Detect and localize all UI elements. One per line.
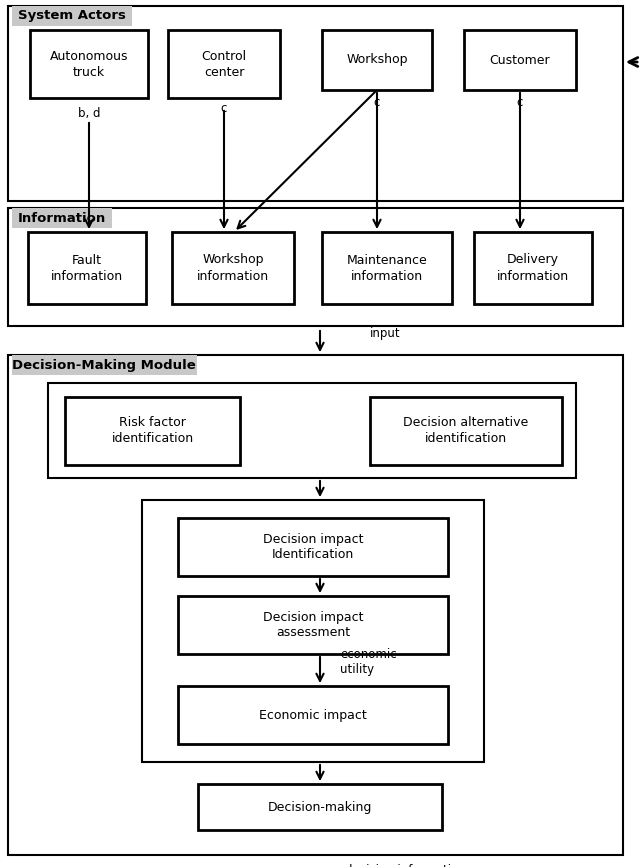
Text: Workshop: Workshop <box>346 54 408 67</box>
Bar <box>178 686 448 744</box>
Text: Economic impact: Economic impact <box>259 708 367 721</box>
Text: Risk factor
identification: Risk factor identification <box>111 416 193 446</box>
Text: Maintenance
information: Maintenance information <box>347 253 428 283</box>
Text: Decision impact
Identification: Decision impact Identification <box>263 532 364 562</box>
Text: c: c <box>517 96 523 109</box>
Bar <box>168 30 280 98</box>
Text: c: c <box>374 96 380 109</box>
Text: Decision-making: Decision-making <box>268 800 372 813</box>
Bar <box>178 596 448 654</box>
Bar <box>8 355 623 855</box>
Text: Decision impact
assessment: Decision impact assessment <box>263 610 364 640</box>
Text: b, d: b, d <box>77 107 100 120</box>
Bar <box>8 208 623 326</box>
Text: Fault
information: Fault information <box>51 253 123 283</box>
Text: Customer: Customer <box>490 54 550 67</box>
Bar <box>12 355 197 375</box>
Text: Workshop
information: Workshop information <box>197 253 269 283</box>
Bar <box>322 30 432 90</box>
Text: c: c <box>221 101 227 114</box>
Bar <box>12 208 112 228</box>
Bar <box>172 232 294 304</box>
Text: Autonomous
truck: Autonomous truck <box>50 49 128 79</box>
Bar <box>65 397 240 465</box>
Text: Information: Information <box>18 212 106 225</box>
Text: Decision alternative
identification: Decision alternative identification <box>403 416 529 446</box>
Bar <box>474 232 592 304</box>
Bar <box>28 232 146 304</box>
Text: Control
center: Control center <box>202 49 246 79</box>
Bar <box>12 6 132 26</box>
Text: economic
utility: economic utility <box>340 648 397 676</box>
Bar <box>8 6 623 201</box>
Text: Decision-Making Module: Decision-Making Module <box>12 358 196 371</box>
Bar <box>464 30 576 90</box>
Bar <box>198 784 442 830</box>
Bar <box>370 397 562 465</box>
Bar <box>30 30 148 98</box>
Bar <box>178 518 448 576</box>
Bar <box>48 383 576 478</box>
Bar <box>322 232 452 304</box>
Text: input: input <box>370 328 401 341</box>
Text: Delivery
information: Delivery information <box>497 253 569 283</box>
Text: decision information e: decision information e <box>345 864 477 867</box>
Bar <box>142 500 484 762</box>
Text: System Actors: System Actors <box>18 10 126 23</box>
